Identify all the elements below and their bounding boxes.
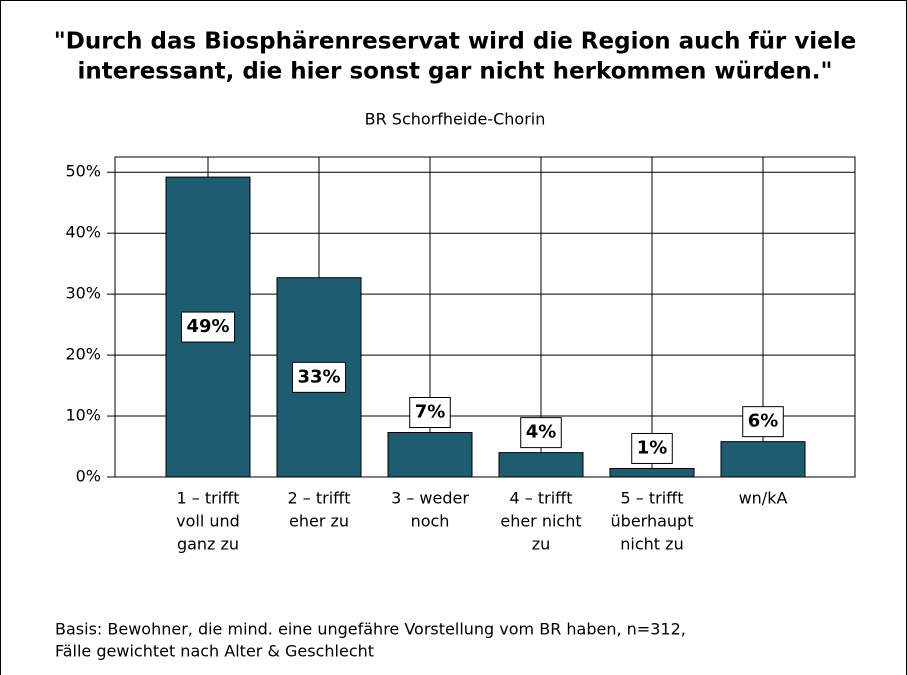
x-tick-label: 5 – trifft	[621, 489, 684, 508]
y-tick-label: 30%	[65, 284, 101, 303]
x-tick-label: zu	[532, 535, 551, 554]
value-label: 33%	[297, 366, 340, 387]
footnote: Fälle gewichtet nach Alter & Geschlecht	[55, 642, 374, 661]
x-tick-label: nicht zu	[620, 535, 683, 554]
x-tick-label: wn/kA	[739, 489, 788, 508]
value-label-box	[180, 311, 236, 343]
y-tick-label: 40%	[65, 223, 101, 242]
bar	[498, 452, 584, 478]
x-tick-label: 1 – trifft	[177, 489, 240, 508]
value-label: 1%	[637, 437, 668, 458]
y-tick-label: 50%	[65, 162, 101, 181]
value-label-box	[631, 432, 673, 464]
y-tick-label: 10%	[65, 406, 101, 425]
x-tick-label: ganz zu	[177, 535, 239, 554]
value-label: 4%	[526, 422, 557, 443]
x-tick-label: überhaupt	[611, 512, 694, 531]
bar	[609, 467, 695, 478]
y-tick-label: 20%	[65, 345, 101, 364]
value-label-box	[520, 417, 562, 449]
value-label-box	[291, 361, 347, 393]
plot-area	[114, 156, 856, 478]
x-tick-label: 3 – weder	[391, 489, 469, 508]
value-label-box	[742, 406, 784, 438]
y-tick-label: 0%	[76, 467, 101, 486]
x-tick-label: eher zu	[289, 512, 349, 531]
bar	[387, 432, 473, 478]
value-label-box	[409, 397, 451, 429]
chart-subtitle: BR Schorfheide-Chorin	[365, 110, 546, 129]
x-tick-label: voll und	[176, 512, 240, 531]
chart-title: interessant, die hier sonst gar nicht he…	[78, 59, 833, 85]
footnote: Basis: Bewohner, die mind. eine ungefähr…	[55, 620, 686, 639]
bar	[720, 441, 806, 478]
value-label: 6%	[748, 411, 779, 432]
x-tick-label: noch	[411, 512, 450, 531]
value-label: 7%	[415, 402, 446, 423]
x-tick-label: eher nicht	[500, 512, 581, 531]
value-label: 49%	[186, 316, 229, 337]
x-tick-label: 4 – trifft	[510, 489, 573, 508]
chart-title: "Durch das Biosphärenreservat wird die R…	[54, 29, 857, 55]
x-tick-label: 2 – trifft	[288, 489, 351, 508]
